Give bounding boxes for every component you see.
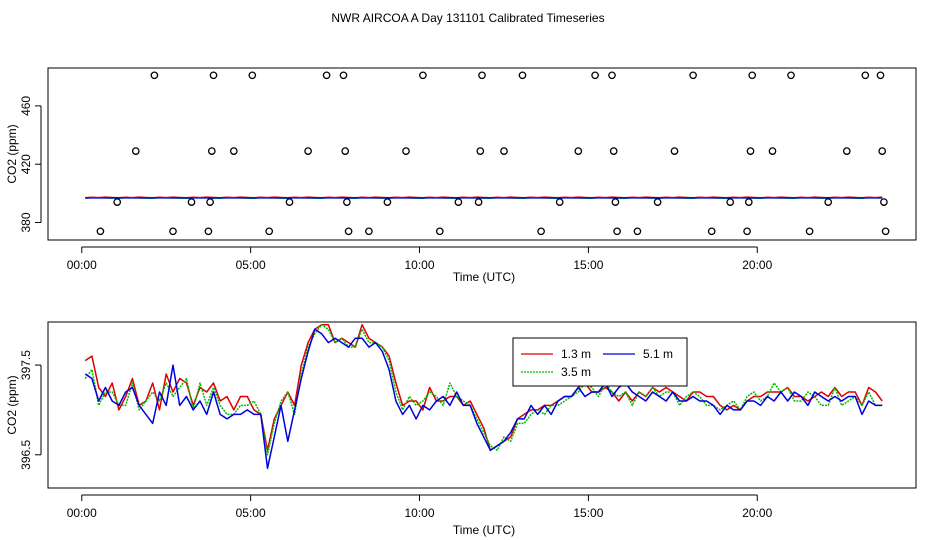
- top-plot-frame: [47, 67, 917, 241]
- scatter-point: [611, 198, 620, 206]
- scatter-point: [746, 147, 755, 155]
- scatter-point: [537, 227, 545, 236]
- scatter-point: [591, 71, 599, 80]
- top-panel: 00:00 05:00 10:00 15:00 20:00 380 420 460 Time …: [5, 67, 917, 284]
- scatter-point: [304, 147, 312, 155]
- scatter-point: [419, 71, 427, 80]
- bottom-x-tick-label: 15:00: [573, 506, 603, 520]
- scatter-point: [633, 227, 642, 236]
- series-line-5-1-m: [84, 328, 883, 470]
- top-x-tick-label: 20:00: [742, 258, 772, 272]
- bottom-plot-frame: [47, 321, 917, 489]
- scatter-point: [339, 71, 348, 80]
- legend: 1.3 m 5.1 m 3.5 m: [512, 337, 688, 387]
- scatter-point: [805, 227, 814, 236]
- legend-label-5-1m: 5.1 m: [643, 347, 673, 361]
- scatter-point: [229, 147, 238, 155]
- top-series-lines: [85, 196, 883, 200]
- bottom-y-axis-label: CO2 (ppm): [5, 375, 19, 434]
- bottom-x-axis-label: Time (UTC): [453, 523, 515, 537]
- scatter-point: [574, 147, 583, 155]
- scatter-point: [726, 198, 735, 206]
- scatter-point: [435, 227, 444, 236]
- scatter-point: [478, 71, 486, 80]
- bottom-y-tick-label: 397.5: [19, 350, 33, 380]
- bottom-panel: 00:00 05:00 10:00 15:00 20:00 396.5 397.5 Time…: [5, 321, 917, 537]
- scatter-point: [209, 71, 218, 80]
- scatter-point: [609, 147, 618, 155]
- figure-title: NWR AIRCOA A Day 131101 Calibrated Times…: [331, 11, 604, 25]
- bottom-x-tick-label: 00:00: [67, 506, 97, 520]
- scatter-point: [476, 147, 485, 155]
- scatter-point: [341, 147, 350, 155]
- scatter-point: [204, 227, 213, 236]
- legend-box: [512, 337, 688, 387]
- scatter-point: [131, 147, 140, 155]
- bottom-axis-ticks: 00:00 05:00 10:00 15:00 20:00 396.5 397.5: [19, 350, 773, 520]
- scatter-point: [689, 71, 697, 80]
- top-x-tick-label: 05:00: [236, 258, 266, 272]
- scatter-point: [743, 227, 751, 236]
- scatter-point: [96, 227, 105, 236]
- scatter-point: [113, 198, 122, 206]
- scatter-point: [365, 227, 373, 236]
- scatter-point: [187, 198, 196, 206]
- scatter-point: [768, 147, 777, 155]
- legend-label-1-3m: 1.3 m: [561, 347, 591, 361]
- scatter-point: [474, 198, 483, 206]
- bottom-series-lines: [84, 323, 883, 470]
- scatter-point: [787, 71, 795, 80]
- scatter-point: [150, 71, 159, 80]
- scatter-point: [555, 198, 564, 206]
- scatter-point: [881, 227, 890, 236]
- top-y-tick-label: 420: [19, 154, 33, 174]
- legend-label-3-5m: 3.5 m: [561, 365, 591, 379]
- scatter-point: [653, 198, 662, 206]
- scatter-point: [824, 198, 833, 206]
- scatter-point: [248, 71, 257, 80]
- bottom-y-tick-label: 396.5: [19, 439, 33, 469]
- top-y-tick-label: 380: [19, 212, 33, 232]
- scatter-point: [207, 147, 216, 155]
- bottom-x-tick-label: 20:00: [742, 506, 772, 520]
- scatter-point: [383, 198, 392, 206]
- scatter-point: [861, 71, 870, 80]
- scatter-point: [344, 227, 353, 236]
- top-y-axis-label: CO2 (ppm): [5, 124, 19, 183]
- scatter-point: [842, 147, 851, 155]
- bottom-x-tick-label: 10:00: [405, 506, 435, 520]
- top-axis-ticks: 00:00 05:00 10:00 15:00 20:00 380 420 460: [19, 96, 773, 272]
- scatter-point: [608, 71, 616, 80]
- top-x-tick-label: 15:00: [573, 258, 603, 272]
- scatter-point: [707, 227, 716, 236]
- scatter-point: [876, 71, 885, 80]
- scatter-point: [518, 71, 527, 80]
- scatter-point: [454, 198, 463, 206]
- scatter-point: [322, 71, 331, 80]
- scatter-point: [265, 227, 274, 236]
- top-x-tick-label: 10:00: [405, 258, 435, 272]
- scatter-point: [613, 227, 621, 236]
- scatter-point: [500, 147, 508, 155]
- scatter-point: [285, 198, 294, 206]
- series-line-3-5-m: [84, 323, 883, 456]
- series-line-1-3-m: [84, 323, 883, 452]
- scatter-point: [343, 198, 351, 206]
- scatter-point: [402, 147, 410, 155]
- top-y-tick-label: 460: [19, 96, 33, 116]
- scatter-point: [878, 147, 887, 155]
- top-x-tick-label: 00:00: [67, 258, 97, 272]
- scatter-point: [880, 198, 888, 206]
- scatter-point: [748, 71, 757, 80]
- bottom-x-tick-label: 05:00: [236, 506, 266, 520]
- top-x-axis-label: Time (UTC): [453, 270, 515, 284]
- scatter-point: [744, 198, 753, 206]
- scatter-point: [169, 227, 177, 236]
- scatter-point: [670, 147, 679, 155]
- scatter-point: [206, 198, 214, 206]
- top-points: [96, 71, 890, 236]
